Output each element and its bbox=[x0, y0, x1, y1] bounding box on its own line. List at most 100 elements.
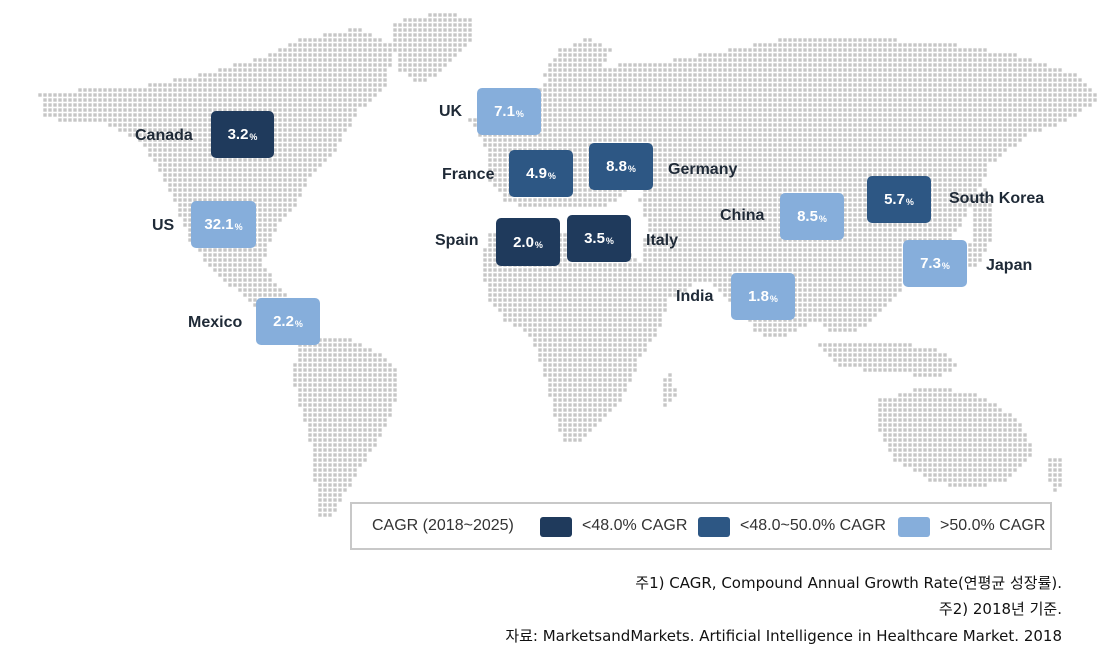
map-dot bbox=[683, 168, 687, 172]
map-dot bbox=[543, 98, 547, 102]
map-dot bbox=[1038, 128, 1042, 132]
map-dot bbox=[963, 193, 967, 197]
map-dot bbox=[673, 143, 677, 147]
map-dot bbox=[188, 163, 192, 167]
map-dot bbox=[843, 168, 847, 172]
map-dot bbox=[368, 78, 372, 82]
map-dot bbox=[678, 118, 682, 122]
map-dot bbox=[723, 58, 727, 62]
map-dot bbox=[848, 208, 852, 212]
map-dot bbox=[598, 113, 602, 117]
map-dot bbox=[883, 73, 887, 77]
map-dot bbox=[893, 113, 897, 117]
map-dot bbox=[948, 48, 952, 52]
map-dot bbox=[278, 93, 282, 97]
map-dot bbox=[293, 138, 297, 142]
map-dot bbox=[693, 163, 697, 167]
map-dot bbox=[618, 98, 622, 102]
map-dot bbox=[538, 198, 542, 202]
map-dot bbox=[198, 98, 202, 102]
map-dot bbox=[293, 98, 297, 102]
map-dot bbox=[718, 213, 722, 217]
map-dot bbox=[138, 88, 142, 92]
map-dot bbox=[308, 53, 312, 57]
map-dot bbox=[898, 128, 902, 132]
map-dot bbox=[1013, 68, 1017, 72]
map-dot bbox=[933, 48, 937, 52]
map-dot bbox=[413, 63, 417, 67]
map-dot bbox=[588, 43, 592, 47]
map-dot bbox=[573, 153, 577, 157]
map-dot bbox=[263, 73, 267, 77]
map-dot bbox=[448, 58, 452, 62]
map-dot bbox=[253, 193, 257, 197]
map-dot bbox=[218, 183, 222, 187]
map-dot bbox=[258, 163, 262, 167]
map-dot bbox=[123, 123, 127, 127]
map-dot bbox=[1033, 113, 1037, 117]
map-dot bbox=[468, 28, 472, 32]
map-dot bbox=[553, 138, 557, 142]
map-dot bbox=[958, 73, 962, 77]
map-dot bbox=[943, 183, 947, 187]
map-dot bbox=[798, 158, 802, 162]
map-dot bbox=[698, 138, 702, 142]
map-dot bbox=[728, 83, 732, 87]
map-dot bbox=[798, 78, 802, 82]
map-dot bbox=[323, 103, 327, 107]
map-dot bbox=[883, 38, 887, 42]
map-dot bbox=[398, 33, 402, 37]
map-dot bbox=[908, 153, 912, 157]
map-dot bbox=[693, 143, 697, 147]
map-dot bbox=[778, 48, 782, 52]
map-dot bbox=[758, 98, 762, 102]
map-dot bbox=[653, 68, 657, 72]
map-dot bbox=[793, 118, 797, 122]
map-dot bbox=[863, 188, 867, 192]
map-dot bbox=[283, 198, 287, 202]
map-dot bbox=[858, 188, 862, 192]
map-dot bbox=[263, 213, 267, 217]
map-dot bbox=[268, 53, 272, 57]
map-dot bbox=[898, 148, 902, 152]
map-dot bbox=[773, 163, 777, 167]
map-dot bbox=[1008, 108, 1012, 112]
map-dot bbox=[313, 48, 317, 52]
map-dot bbox=[1013, 113, 1017, 117]
map-dot bbox=[833, 178, 837, 182]
map-dot bbox=[768, 198, 772, 202]
map-dot bbox=[643, 78, 647, 82]
map-dot bbox=[183, 128, 187, 132]
map-dot bbox=[503, 148, 507, 152]
map-dot bbox=[808, 173, 812, 177]
map-dot bbox=[753, 143, 757, 147]
map-dot bbox=[933, 68, 937, 72]
map-dot bbox=[528, 133, 532, 137]
map-dot bbox=[858, 163, 862, 167]
map-dot bbox=[548, 103, 552, 107]
map-dot bbox=[588, 138, 592, 142]
map-dot bbox=[888, 53, 892, 57]
map-dot bbox=[168, 178, 172, 182]
map-dot bbox=[878, 173, 882, 177]
map-dot bbox=[908, 143, 912, 147]
map-dot bbox=[933, 173, 937, 177]
map-dot bbox=[958, 123, 962, 127]
map-dot bbox=[173, 173, 177, 177]
map-dot bbox=[933, 78, 937, 82]
map-dot bbox=[963, 98, 967, 102]
map-dot bbox=[983, 128, 987, 132]
map-dot bbox=[838, 153, 842, 157]
map-dot bbox=[278, 133, 282, 137]
map-dot bbox=[203, 123, 207, 127]
map-dot bbox=[388, 43, 392, 47]
map-dot bbox=[708, 118, 712, 122]
map-dot bbox=[753, 158, 757, 162]
map-dot bbox=[688, 73, 692, 77]
map-dot bbox=[678, 168, 682, 172]
map-dot bbox=[433, 13, 437, 17]
map-dot bbox=[593, 103, 597, 107]
map-dot bbox=[578, 63, 582, 67]
map-dot bbox=[568, 118, 572, 122]
map-dot bbox=[758, 123, 762, 127]
